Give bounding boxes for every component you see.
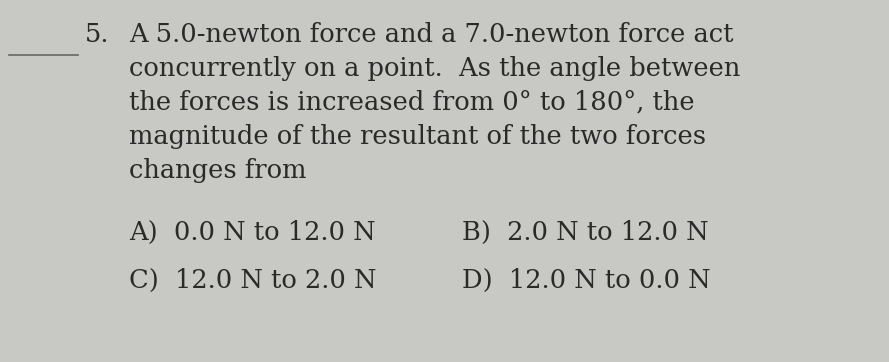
Text: A 5.0-newton force and a 7.0-newton force act: A 5.0-newton force and a 7.0-newton forc… <box>129 22 733 47</box>
Text: B)  2.0 N to 12.0 N: B) 2.0 N to 12.0 N <box>462 220 709 245</box>
Text: changes from: changes from <box>129 158 307 183</box>
Text: concurrently on a point.  As the angle between: concurrently on a point. As the angle be… <box>129 56 741 81</box>
Text: the forces is increased from 0° to 180°, the: the forces is increased from 0° to 180°,… <box>129 90 694 115</box>
Text: C)  12.0 N to 2.0 N: C) 12.0 N to 2.0 N <box>129 268 376 293</box>
Text: 5.: 5. <box>84 22 109 47</box>
Text: magnitude of the resultant of the two forces: magnitude of the resultant of the two fo… <box>129 124 706 149</box>
Text: A)  0.0 N to 12.0 N: A) 0.0 N to 12.0 N <box>129 220 375 245</box>
Text: D)  12.0 N to 0.0 N: D) 12.0 N to 0.0 N <box>462 268 711 293</box>
